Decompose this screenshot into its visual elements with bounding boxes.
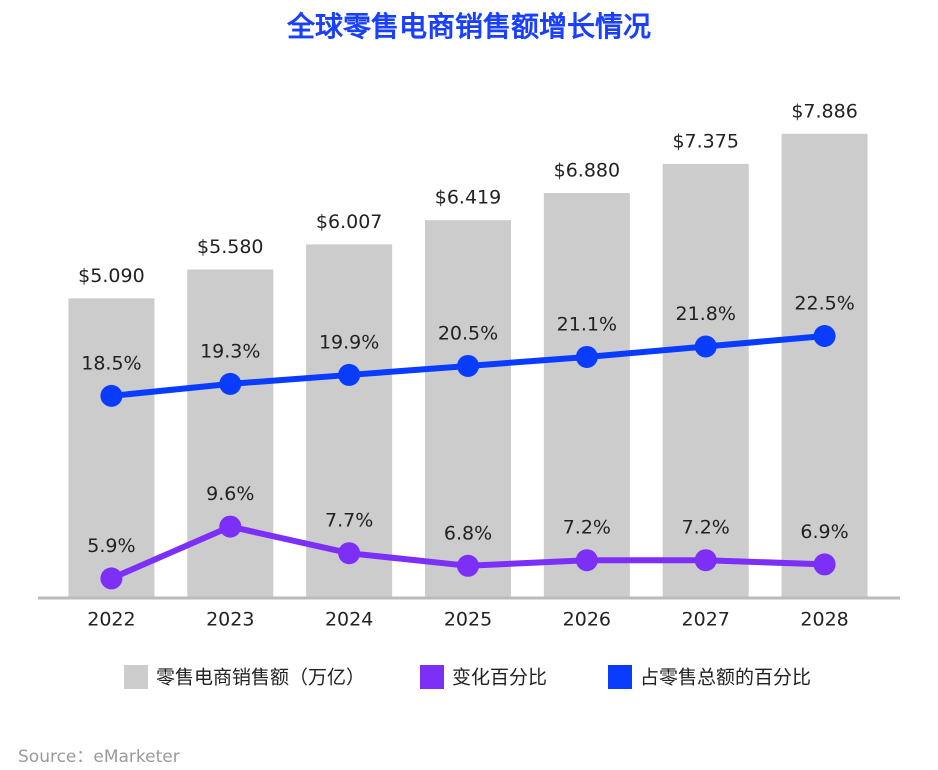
legend-swatch (608, 665, 632, 689)
legend-swatch (420, 665, 444, 689)
bar (187, 269, 274, 598)
legend-swatch (124, 665, 148, 689)
point-value-label: 9.6% (206, 483, 254, 505)
point-value-label: 21.1% (557, 313, 617, 335)
point (457, 554, 479, 577)
point (100, 384, 123, 407)
bar-value-label: $6.880 (554, 160, 620, 182)
point (694, 335, 717, 358)
x-tick-label: 2023 (206, 609, 254, 631)
x-tick-label: 2025 (444, 609, 492, 631)
point-value-label: 6.9% (800, 521, 848, 543)
bar (306, 244, 393, 599)
x-tick-label: 2028 (800, 609, 848, 631)
point-value-label: 19.9% (319, 331, 379, 353)
bar-value-label: $6.419 (435, 187, 501, 209)
point (100, 567, 123, 590)
point-value-label: 19.3% (200, 340, 260, 362)
bar (68, 298, 155, 598)
point-value-label: 18.5% (81, 352, 141, 374)
point (575, 549, 598, 572)
point (813, 553, 836, 576)
bar-value-label: $7.375 (672, 130, 738, 152)
x-tick-label: 2026 (563, 609, 611, 631)
bar-value-label: $5.580 (197, 236, 263, 258)
point-value-label: 22.5% (794, 293, 854, 315)
bar-value-label: $5.090 (78, 265, 144, 287)
chart-title: 全球零售电商销售额增长情况 (286, 10, 651, 43)
legend-label: 占零售总额的百分比 (640, 667, 811, 689)
point (575, 345, 598, 368)
point-value-label: 21.8% (676, 303, 736, 325)
point-value-label: 7.2% (563, 517, 611, 539)
x-tick-label: 2022 (87, 609, 135, 631)
lines: 5.9% 9.6% 7.7% 6.8% 7.2% 7.2% 6.9% 18.5% 19.3% 19… (81, 293, 855, 590)
bar (543, 193, 630, 598)
x-tick-label: 2024 (325, 609, 373, 631)
point-value-label: 7.7% (325, 510, 373, 532)
point-value-label: 6.8% (444, 522, 492, 544)
point-value-label: 7.2% (682, 517, 730, 539)
bar-value-label: $7.886 (791, 100, 857, 122)
bar-value-label: $6.007 (316, 211, 382, 233)
point (338, 363, 361, 386)
point (219, 372, 242, 395)
point (338, 542, 361, 565)
legend-label: 变化百分比 (452, 667, 547, 689)
point (457, 354, 479, 377)
point-value-label: 5.9% (87, 535, 135, 557)
point (219, 515, 242, 538)
point-value-label: 20.5% (438, 322, 498, 344)
legend-label: 零售电商销售额（万亿） (156, 667, 365, 689)
bars: $5.090 $5.580 $6.007 $6.419 $6.880 $7.375 $7.8… (68, 100, 868, 599)
point (694, 549, 717, 572)
x-tick-label: 2027 (682, 609, 730, 631)
point (813, 325, 836, 348)
bar (425, 220, 511, 599)
bar (662, 163, 749, 598)
bar (781, 133, 868, 598)
source: Source：eMarketer (18, 747, 180, 767)
